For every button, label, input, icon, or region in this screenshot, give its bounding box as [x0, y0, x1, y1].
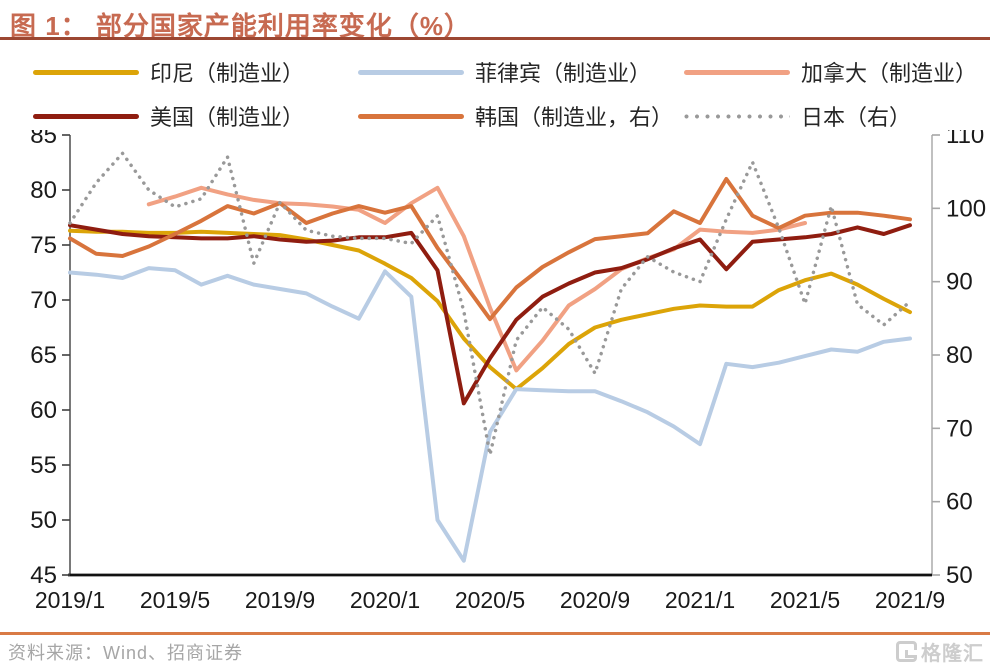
svg-text:65: 65	[30, 342, 57, 369]
gelonghui-logo-text: 格隆汇	[921, 643, 984, 664]
title-separator	[0, 37, 990, 40]
svg-text:80: 80	[30, 177, 57, 204]
source-note: 资料来源：Wind、招商证券	[8, 643, 244, 663]
legend-swatch-japan-dotted	[684, 113, 790, 119]
svg-text:2020/9: 2020/9	[560, 587, 630, 613]
svg-text:2021/1: 2021/1	[665, 587, 735, 613]
legend-swatch-korea	[358, 113, 464, 119]
svg-text:85: 85	[30, 130, 57, 149]
svg-text:2020/1: 2020/1	[350, 587, 420, 613]
legend-label-canada: 加拿大（制造业）	[801, 61, 978, 86]
legend-label-philippines: 菲律宾（制造业）	[475, 61, 652, 86]
legend-item-indonesia: 印尼（制造业）	[33, 57, 304, 87]
svg-text:75: 75	[30, 232, 57, 259]
svg-text:90: 90	[946, 269, 973, 296]
legend-label-korea: 韩国（制造业，右）	[475, 105, 674, 130]
legend-label-indonesia: 印尼（制造业）	[150, 61, 305, 86]
svg-text:50: 50	[30, 507, 57, 534]
legend-swatch-canada	[684, 69, 790, 75]
svg-text:50: 50	[946, 562, 973, 589]
brand-mark: 格隆汇	[896, 637, 984, 664]
svg-text:2019/9: 2019/9	[245, 587, 315, 613]
chart-title: 图 1： 部分国家产能利用率变化（%）	[10, 11, 472, 41]
legend-item-canada: 加拿大（制造业）	[684, 57, 977, 87]
svg-text:70: 70	[30, 287, 57, 314]
legend-swatch-philippines	[358, 69, 464, 75]
svg-text:2019/5: 2019/5	[140, 587, 210, 613]
line-chart-canvas: 85 80 75 70 65 60 55 50 45 110 100 90 80 70 60 50 2019/1…	[30, 130, 986, 613]
svg-text:100: 100	[946, 195, 986, 222]
svg-text:55: 55	[30, 452, 57, 479]
legend-item-philippines: 菲律宾（制造业）	[358, 57, 651, 87]
footer-separator	[0, 632, 990, 635]
legend-item-usa: 美国（制造业）	[33, 101, 304, 131]
svg-text:2020/5: 2020/5	[455, 587, 525, 613]
legend-item-japan: 日本（右）	[684, 101, 911, 131]
legend-swatch-usa	[33, 113, 139, 119]
svg-text:2019/1: 2019/1	[35, 587, 105, 613]
svg-text:70: 70	[946, 415, 973, 442]
svg-text:45: 45	[30, 562, 57, 589]
svg-text:80: 80	[946, 342, 973, 369]
svg-text:60: 60	[30, 397, 57, 424]
legend-label-japan: 日本（右）	[801, 105, 912, 130]
gelonghui-logo-icon	[896, 641, 917, 662]
legend-label-usa: 美国（制造业）	[150, 105, 305, 130]
svg-text:60: 60	[946, 489, 973, 516]
svg-text:110: 110	[946, 130, 984, 149]
svg-text:2021/5: 2021/5	[770, 587, 840, 613]
svg-text:2021/9: 2021/9	[875, 587, 945, 613]
legend-item-korea: 韩国（制造业，右）	[358, 101, 673, 131]
legend-swatch-indonesia	[33, 69, 139, 75]
